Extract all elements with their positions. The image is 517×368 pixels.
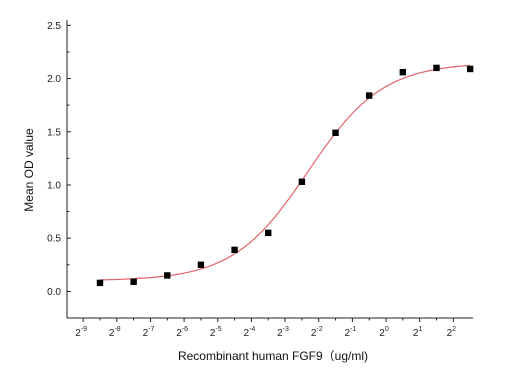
x-axis-ticks: 2-9 2-8 2-7 2-6 2-5 2-4 2-3 2-2 2-1 20 21 22 xyxy=(75,318,456,339)
data-point xyxy=(433,64,440,72)
data-point xyxy=(96,279,104,287)
y-tick-label: 0.5 xyxy=(47,234,61,245)
plot-frame xyxy=(66,20,473,319)
x-tick-label: 2-1 xyxy=(344,326,356,339)
fit-curve xyxy=(99,64,471,281)
data-point xyxy=(231,246,238,254)
data-point xyxy=(365,92,373,99)
y-axis-ticks: 0.0 0.5 1.0 1.5 2.0 2.5 xyxy=(47,21,71,298)
x-tick-label: 22 xyxy=(447,326,457,339)
data-point xyxy=(130,278,137,286)
x-tick-label: 2-6 xyxy=(176,326,188,339)
x-tick-label: 2-7 xyxy=(143,326,155,339)
data-point xyxy=(197,261,205,268)
x-tick-label: 2-4 xyxy=(244,326,256,339)
y-tick-label: 1.0 xyxy=(47,180,61,191)
data-point xyxy=(332,129,339,137)
x-tick-label: 20 xyxy=(379,326,389,339)
data-point xyxy=(298,178,306,185)
x-tick-label: 2-3 xyxy=(277,326,289,339)
y-tick-label: 1.5 xyxy=(47,127,61,138)
y-axis-title: Mean OD value xyxy=(22,128,36,212)
x-tick-label: 2-8 xyxy=(109,326,121,339)
data-point xyxy=(265,229,272,237)
data-points-layer xyxy=(96,64,474,287)
x-tick-label: 2-5 xyxy=(210,326,222,339)
data-point xyxy=(164,272,171,279)
x-tick-label: 21 xyxy=(413,326,423,339)
y-tick-label: 2.5 xyxy=(47,21,61,32)
data-point xyxy=(466,65,474,73)
x-tick-label: 2-2 xyxy=(311,326,323,339)
x-tick-label: 2-9 xyxy=(75,326,87,339)
y-tick-label: 2.0 xyxy=(47,74,61,85)
x-axis-title: Recombinant human FGF9（ug/ml) xyxy=(178,349,368,363)
fit-curve-layer xyxy=(99,64,471,281)
y-tick-label: 0.0 xyxy=(47,287,61,298)
data-point xyxy=(399,68,407,76)
